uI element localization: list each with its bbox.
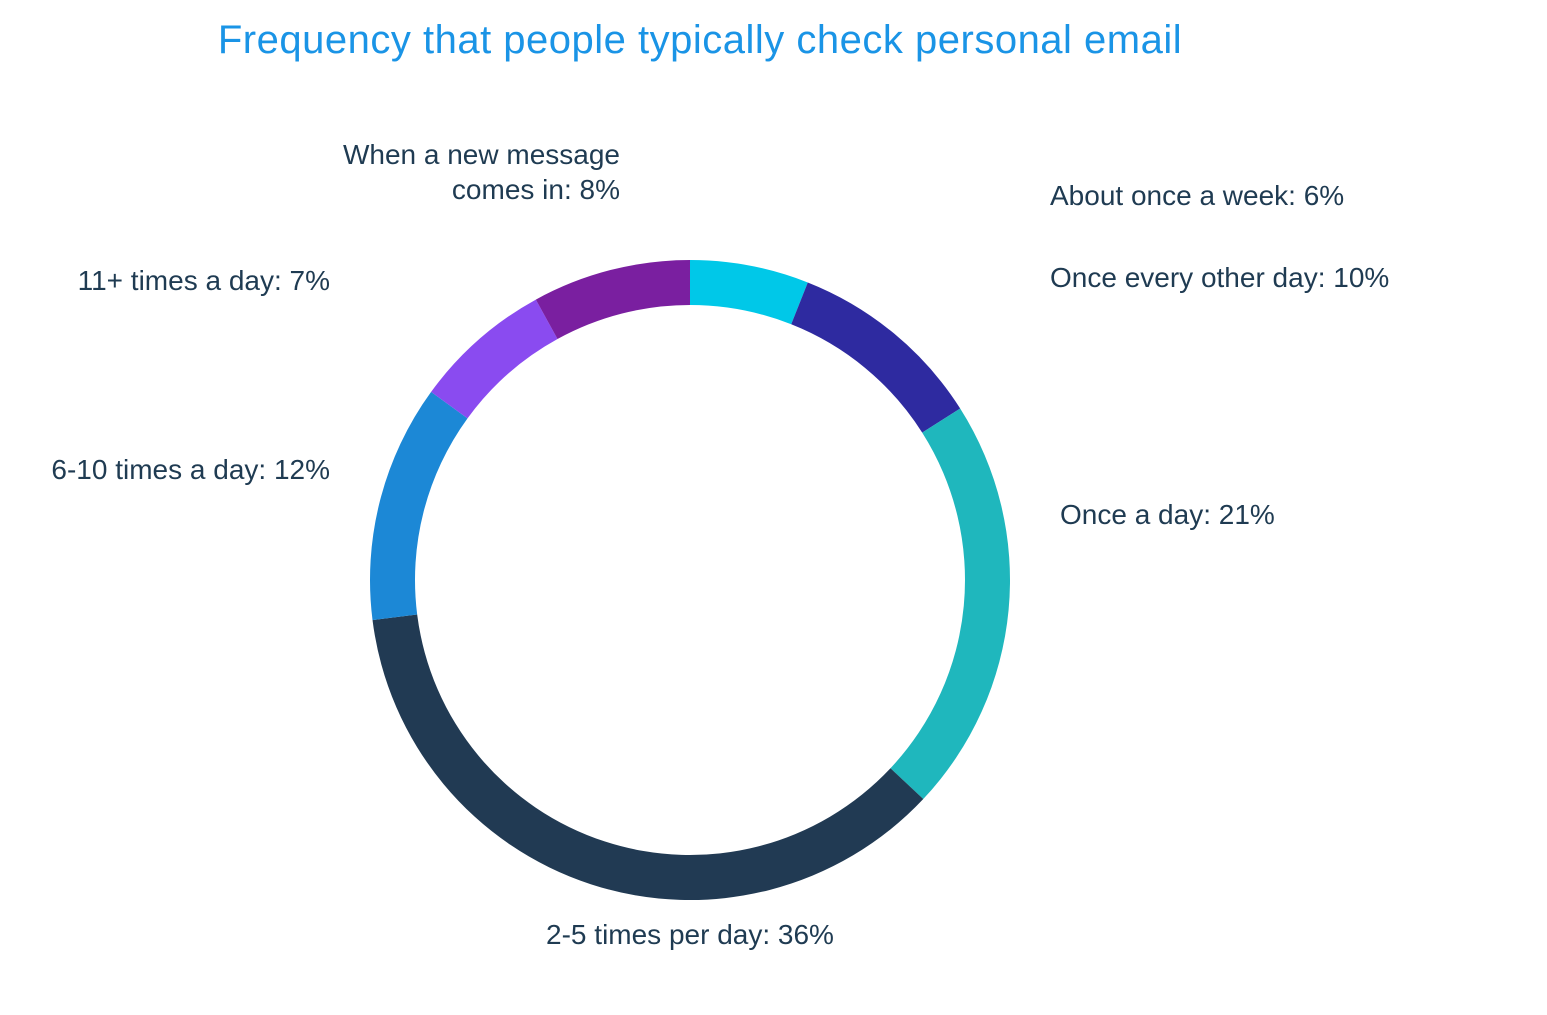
slice-label-3: 2-5 times per day: 36% [546,917,834,952]
slice-label-2-line-0: Once a day: 21% [1060,497,1275,532]
donut-slice-3 [373,614,924,900]
donut-slice-0 [690,260,808,324]
slice-label-0: About once a week: 6% [1050,178,1344,213]
donut-slice-1 [791,282,960,432]
donut-svg [0,0,1547,1015]
slice-label-4-line-0: 6-10 times a day: 12% [51,452,330,487]
slice-label-5-line-0: 11+ times a day: 7% [78,263,330,298]
donut-slice-5 [431,300,557,419]
slice-label-4: 6-10 times a day: 12% [51,452,330,487]
donut-slice-2 [890,409,1010,800]
chart-stage: Frequency that people typically check pe… [0,0,1547,1015]
slice-label-3-line-0: 2-5 times per day: 36% [546,917,834,952]
slice-label-6: When a new messagecomes in: 8% [343,137,620,207]
slice-label-5: 11+ times a day: 7% [78,263,330,298]
slice-label-1: Once every other day: 10% [1050,260,1389,295]
slice-label-2: Once a day: 21% [1060,497,1275,532]
slice-label-6-line-0: When a new message [343,137,620,172]
slice-label-6-line-1: comes in: 8% [343,172,620,207]
donut-slice-6 [536,260,690,339]
slice-label-0-line-0: About once a week: 6% [1050,178,1344,213]
donut-chart [0,0,1547,1015]
donut-slice-4 [370,392,468,620]
slice-label-1-line-0: Once every other day: 10% [1050,260,1389,295]
